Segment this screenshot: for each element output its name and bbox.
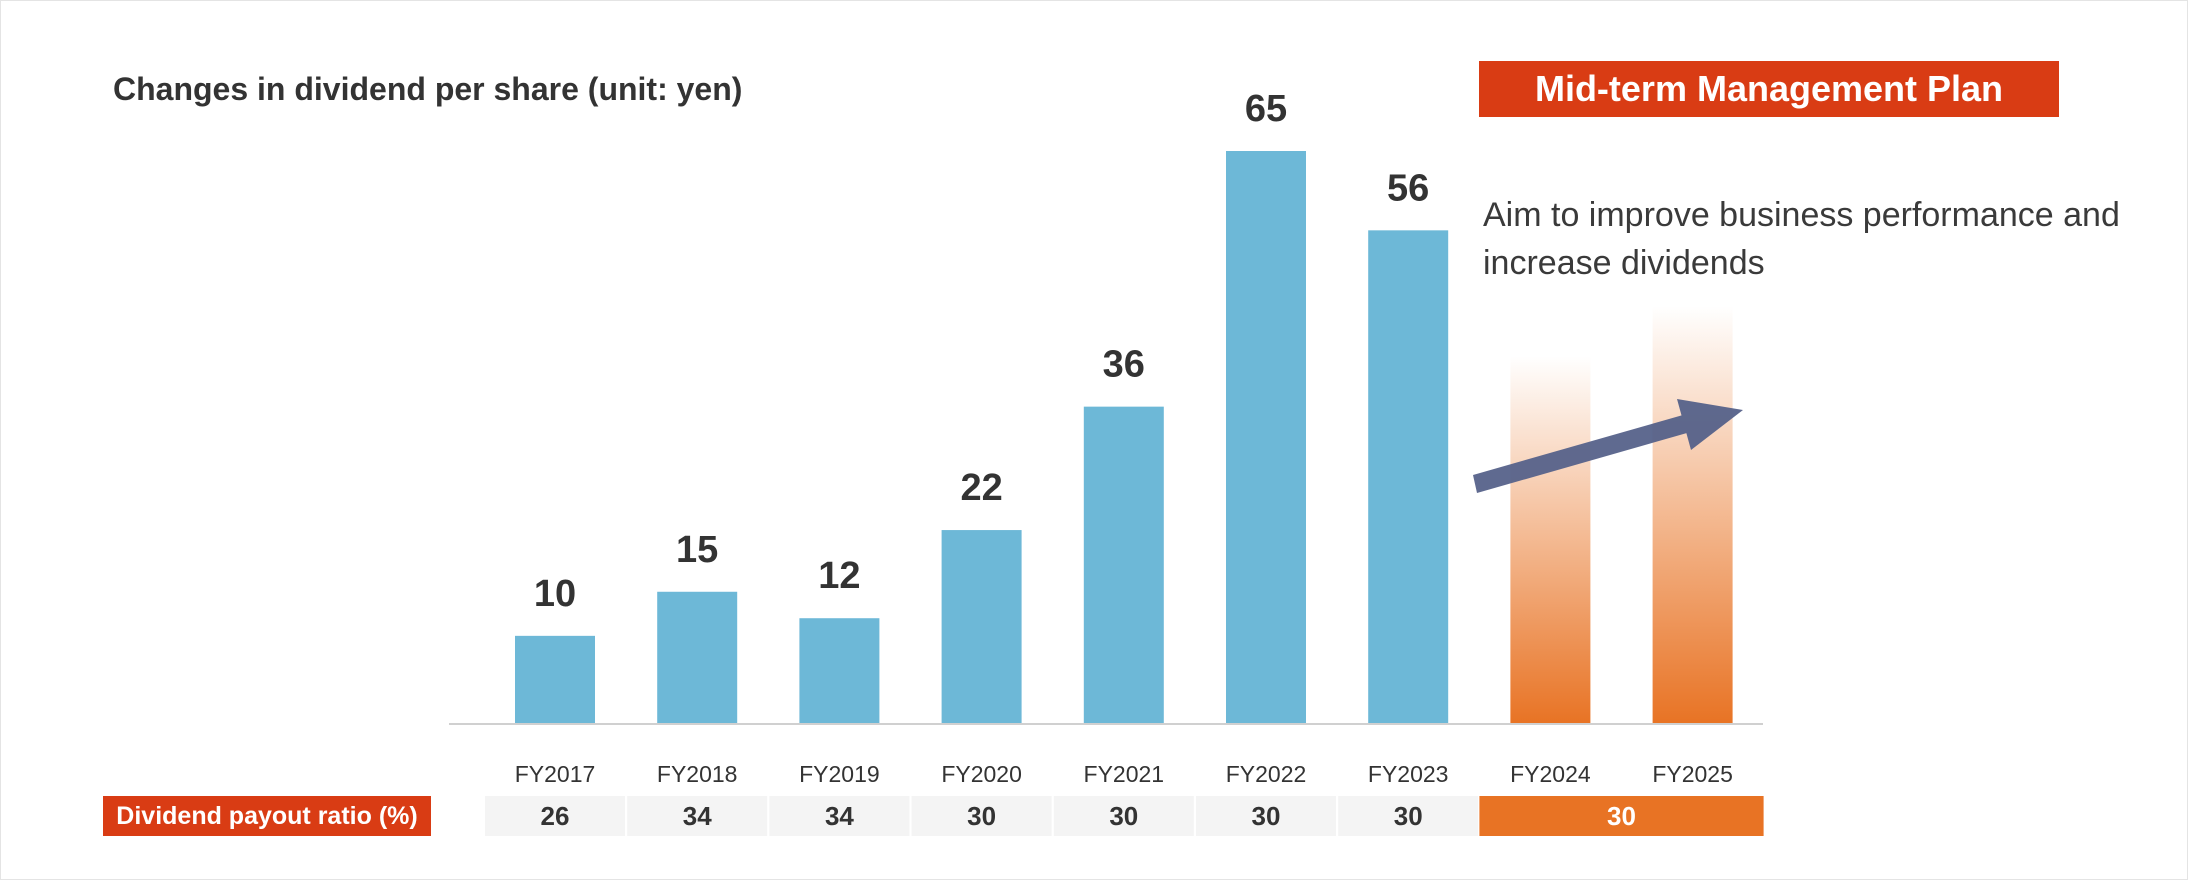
x-tick-label: FY2018 <box>657 761 738 787</box>
x-tick-label: FY2025 <box>1652 761 1733 787</box>
x-tick-label: FY2017 <box>515 761 596 787</box>
bar <box>1226 151 1306 724</box>
plan-description: Aim to improve business performance and … <box>1483 196 2120 282</box>
bar-value-label: 36 <box>1103 344 1145 386</box>
payout-ratio-label: Dividend payout ratio (%) <box>103 796 431 836</box>
x-tick-label: FY2021 <box>1084 761 1165 787</box>
payout-value: 34 <box>825 801 854 831</box>
payout-cell <box>911 796 1052 836</box>
planned-bar <box>1652 306 1733 724</box>
x-tick-label: FY2020 <box>941 761 1022 787</box>
payout-cell <box>1196 796 1336 836</box>
bar-value-label: 56 <box>1387 167 1429 209</box>
payout-cell <box>485 796 625 836</box>
payout-cell <box>1053 796 1194 836</box>
payout-value: 34 <box>683 801 712 831</box>
mid-term-plan-badge: Mid-term Management Plan <box>1479 61 2059 117</box>
chart-title: Changes in dividend per share (unit: yen… <box>113 71 743 107</box>
payout-plan-value: 30 <box>1607 801 1636 831</box>
x-tick-label: FY2023 <box>1368 761 1449 787</box>
bar-value-label: 22 <box>960 467 1002 509</box>
bar <box>1083 406 1164 724</box>
payout-value: 30 <box>1109 801 1138 831</box>
bar-value-label: 12 <box>818 555 860 597</box>
payout-cell <box>627 796 768 836</box>
bar <box>941 530 1022 724</box>
x-tick-label: FY2024 <box>1510 761 1591 787</box>
payout-value: 30 <box>1394 801 1423 831</box>
bar <box>657 591 738 724</box>
bar-value-label: 15 <box>676 529 718 571</box>
payout-cell <box>769 796 910 836</box>
payout-value: 30 <box>967 801 996 831</box>
bar <box>515 635 595 724</box>
bar <box>1368 230 1449 725</box>
x-tick-label: FY2022 <box>1226 761 1307 787</box>
bar <box>799 618 880 724</box>
x-tick-label: FY2019 <box>799 761 880 787</box>
payout-value: 30 <box>1252 801 1281 831</box>
payout-cell <box>1338 796 1479 836</box>
trend-up-arrow-icon <box>1473 399 1743 493</box>
planned-bar <box>1510 356 1591 724</box>
payout-value: 26 <box>541 801 570 831</box>
bar-value-label: 65 <box>1245 88 1287 130</box>
bar-value-label: 10 <box>534 573 576 615</box>
payout-plan-cell <box>1479 796 1764 836</box>
